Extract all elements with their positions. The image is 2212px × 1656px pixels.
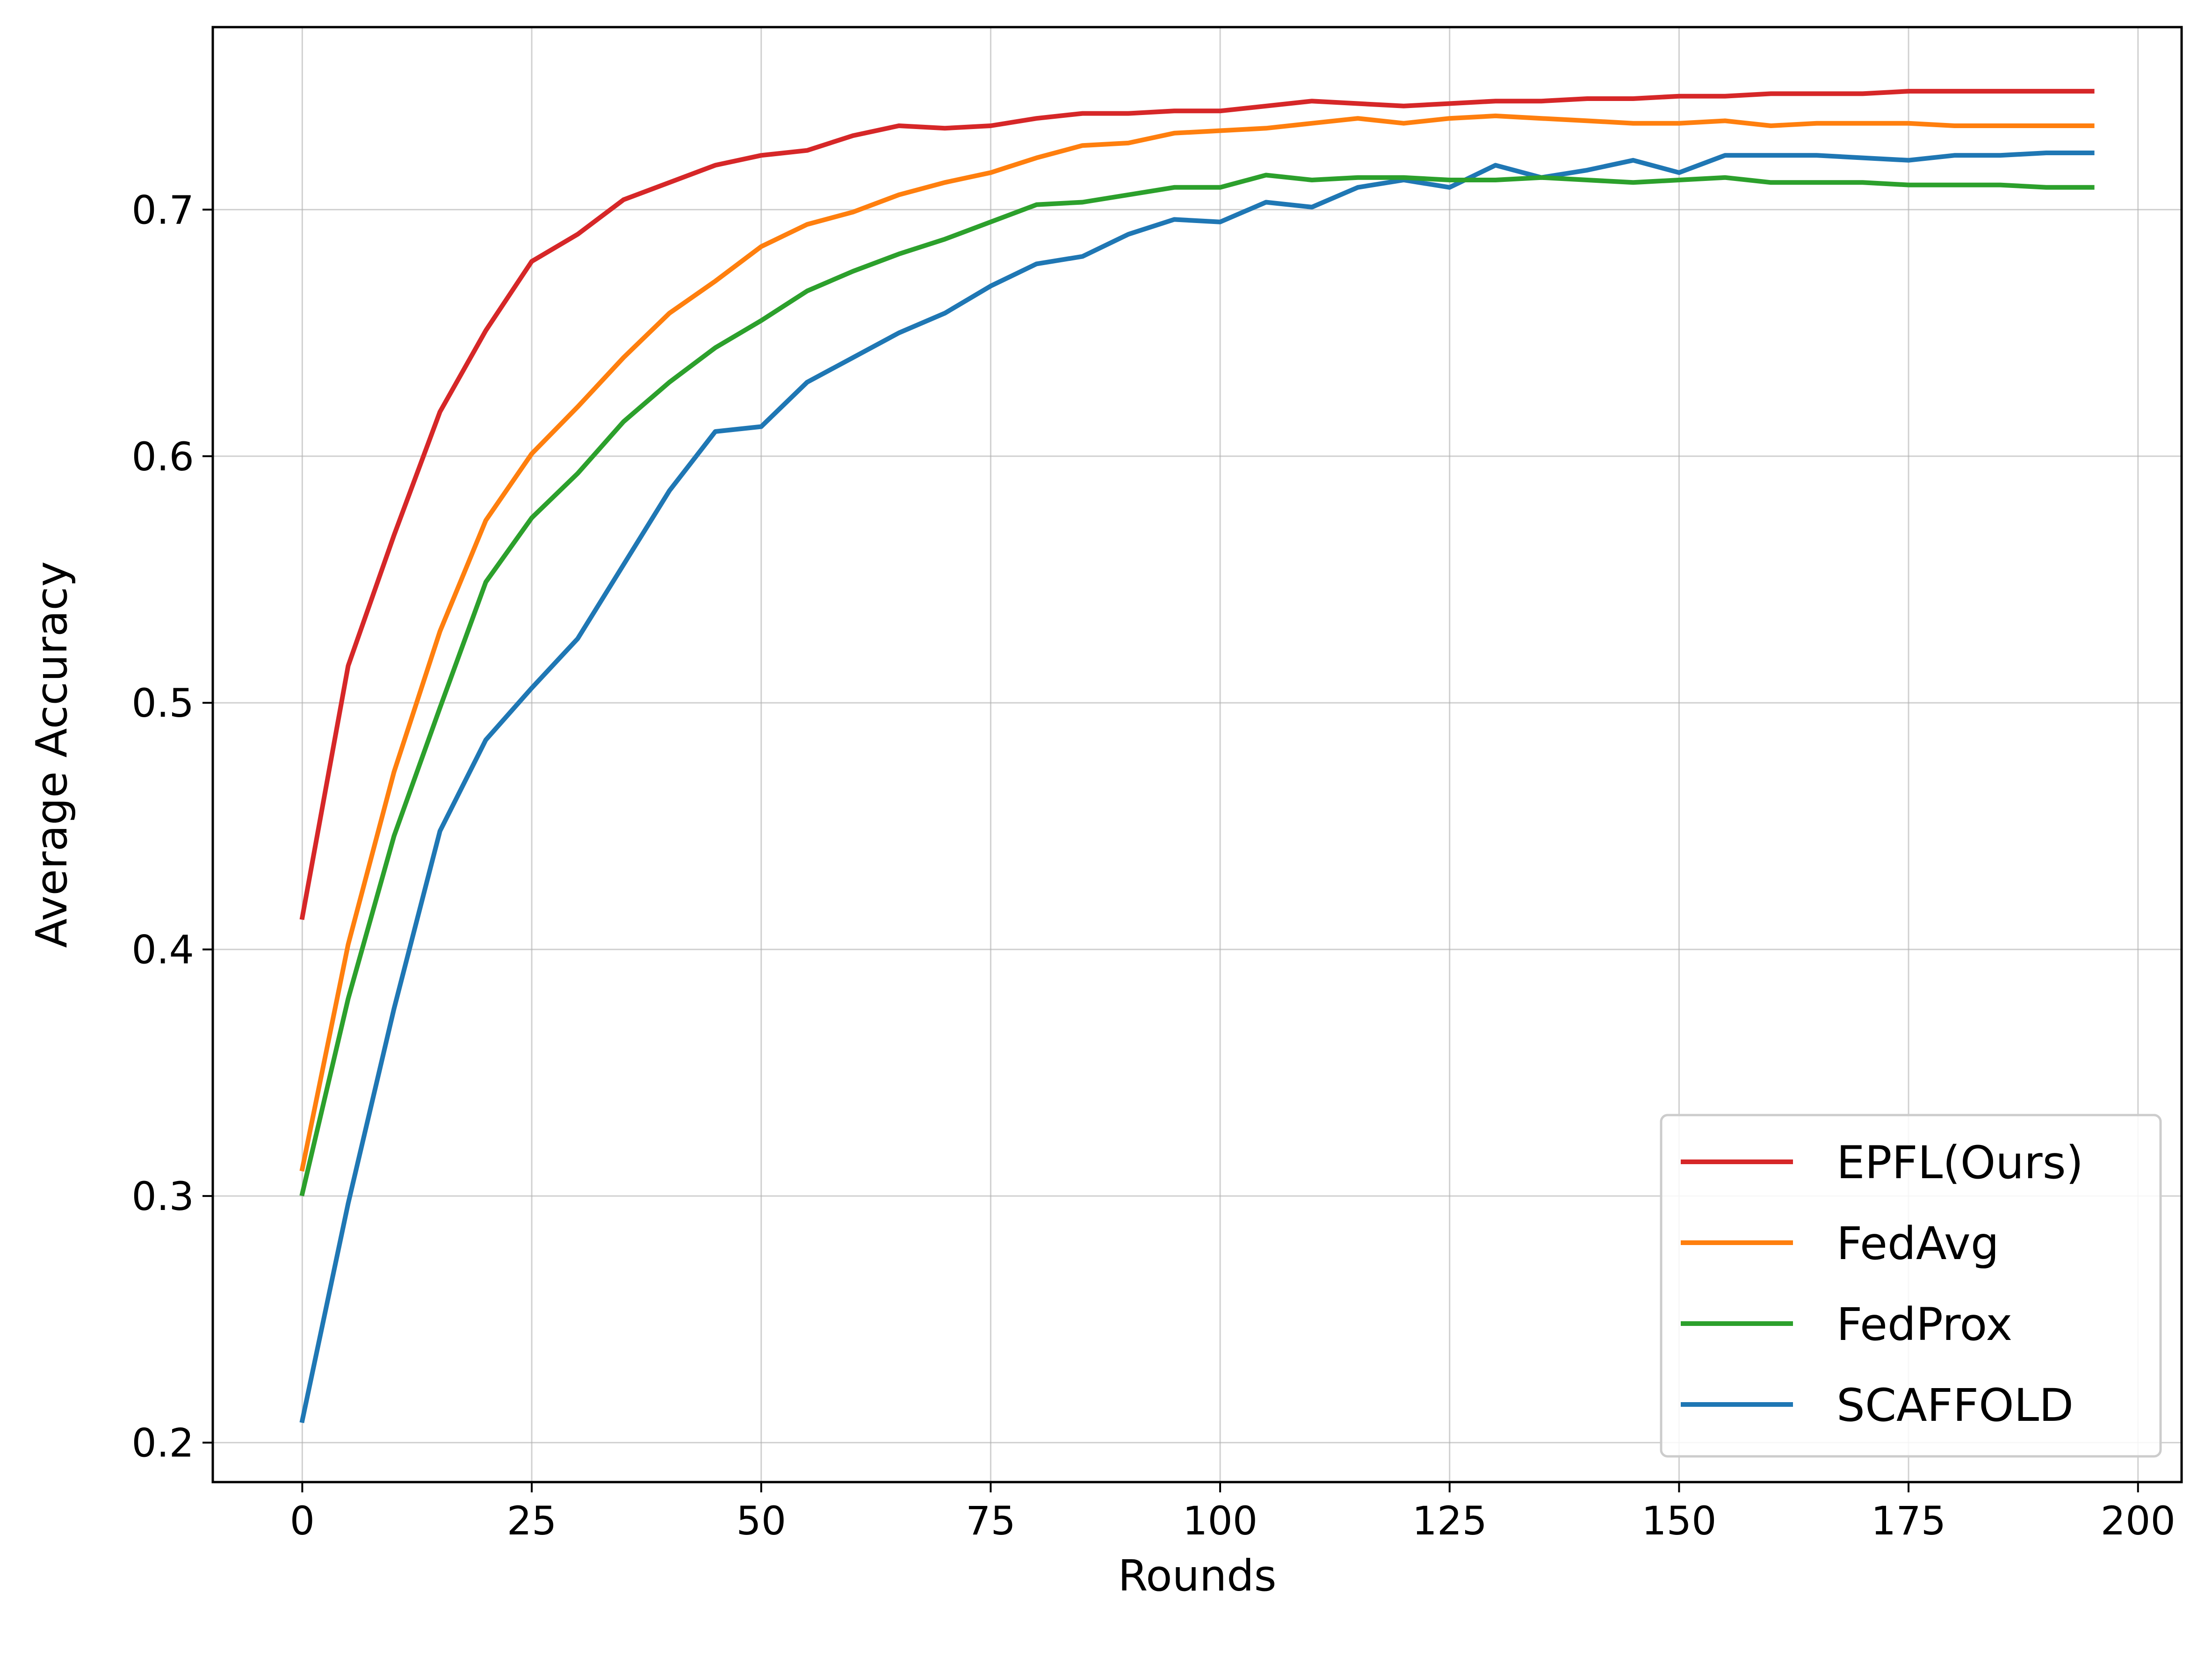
y-tick-label: 0.6 [131, 434, 194, 480]
x-tick-label: 100 [1183, 1498, 1258, 1544]
legend-label: FedProx [1836, 1298, 2012, 1351]
y-tick-label: 0.3 [131, 1174, 194, 1219]
x-tick-label: 0 [290, 1498, 315, 1544]
axis-ticks: 0 25 50 75 100 125 150 175 200 0.2 0.3 0.4 0.5 0.6 0.7 [131, 187, 2176, 1544]
legend-label: FedAvg [1836, 1217, 1999, 1270]
y-axis-title: Average Accuracy [27, 561, 77, 948]
x-tick-label: 175 [1871, 1498, 1946, 1544]
x-tick-label: 150 [1641, 1498, 1716, 1544]
x-axis-title: Rounds [1118, 1551, 1276, 1601]
series-line [299, 173, 2095, 1196]
legend: EPFL(Ours) FedAvg FedProx SCAFFOLD [1660, 1114, 2162, 1458]
y-tick-label: 0.7 [131, 187, 194, 233]
x-tick-label: 75 [966, 1498, 1016, 1544]
x-tick-label: 25 [507, 1498, 557, 1544]
x-tick-label: 125 [1412, 1498, 1487, 1544]
legend-label: SCAFFOLD [1836, 1379, 2074, 1432]
plot-area-frame [211, 26, 2183, 1483]
legend-label: EPFL(Ours) [1836, 1137, 2083, 1189]
y-tick-label: 0.4 [131, 927, 194, 973]
series-line [299, 113, 2095, 1172]
series-line [299, 89, 2095, 920]
legend-entries: EPFL(Ours) FedAvg FedProx SCAFFOLD [1681, 1137, 2083, 1432]
series-line [299, 151, 2095, 1424]
x-tick-label: 50 [736, 1498, 786, 1544]
series-lines [299, 89, 2095, 1424]
y-tick-label: 0.2 [131, 1420, 194, 1466]
legend-box [1660, 1114, 2162, 1458]
x-tick-label: 200 [2101, 1498, 2176, 1544]
y-tick-label: 0.5 [131, 680, 194, 726]
